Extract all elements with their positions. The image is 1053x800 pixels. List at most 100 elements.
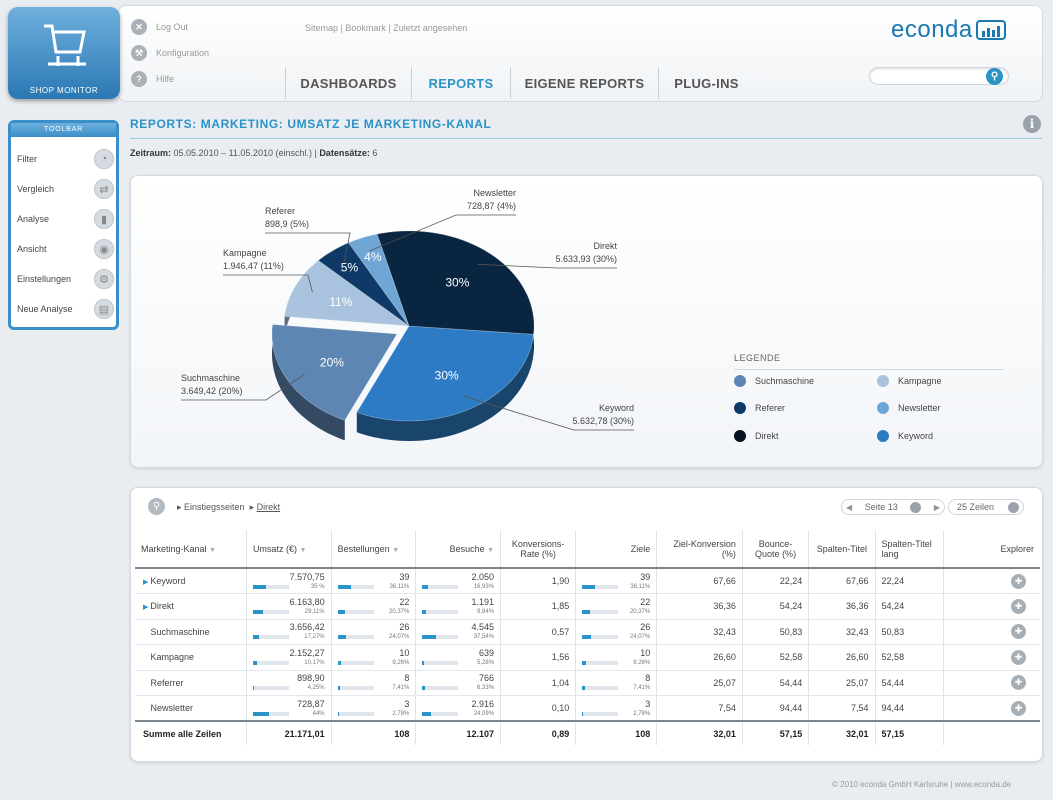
brand-name: econda: [891, 16, 973, 43]
cell-share: 4,25%: [252, 684, 325, 692]
header: [118, 5, 1043, 102]
table-row[interactable]: ▶ Direkt 6.163,80 29,11% 22 20,37% 1.191 …: [135, 593, 1040, 620]
row-konversion: 0,57: [500, 619, 577, 645]
row-explorer: ✚: [943, 695, 1040, 722]
share-percent: 44%: [312, 710, 325, 717]
share-bar: [252, 635, 289, 640]
col-ziele[interactable]: Ziele: [575, 530, 658, 568]
tool-einstellungen[interactable]: Einstellungen ⚙: [17, 267, 119, 291]
top-link-separator: |: [338, 23, 346, 33]
row-kanal[interactable]: ▶ Keyword: [135, 568, 247, 594]
explorer-icon[interactable]: ✚: [1011, 573, 1026, 589]
expand-icon[interactable]: ▶: [143, 604, 149, 612]
total-bounce: 57,15: [742, 720, 810, 745]
col-konversions-rate[interactable]: Konversions-Rate (%): [500, 530, 577, 568]
legend-item: Referer: [734, 402, 785, 414]
prev-page-icon[interactable]: ◀: [846, 502, 853, 512]
pie-slice-direkt: [376, 230, 535, 335]
share-percent: 29,11%: [304, 608, 325, 615]
legend-item: Keyword: [877, 430, 933, 442]
row-bounce: 54,24: [742, 593, 810, 620]
breadcrumb-direkt[interactable]: Direkt: [256, 502, 281, 512]
cell-value: 26: [399, 622, 410, 633]
share-percent: 35 %: [310, 583, 325, 590]
cell-share: 35 %: [252, 583, 325, 591]
tool-label: Neue Analyse: [17, 304, 73, 314]
breadcrumb-einstiegsseiten[interactable]: Einstiegsseiten: [184, 502, 245, 512]
tab-dashboards[interactable]: DASHBOARDS: [285, 67, 411, 99]
share-percent: 24,07%: [629, 634, 651, 641]
tool-label: Filter: [17, 154, 37, 164]
rows-per-page-value: 25 Zeilen: [957, 502, 995, 512]
table-row[interactable]: Suchmaschine 3.656,42 17,27% 26 24,07% 4…: [135, 619, 1040, 645]
row-besuche: 2.916 24,09%: [415, 695, 502, 722]
legend-item: Kampagne: [877, 375, 942, 387]
explorer-icon[interactable]: ✚: [1011, 624, 1026, 640]
explorer-icon[interactable]: ✚: [1011, 700, 1026, 716]
next-page-icon[interactable]: ▶: [933, 502, 940, 512]
legend: LEGENDE Suchmaschine Kampagne Referer Newsl…: [734, 353, 1034, 442]
col-umsatz[interactable]: Umsatz (€) ▼: [246, 530, 332, 568]
col-bestellungen[interactable]: Bestellungen ▼: [331, 530, 417, 568]
page-label: Seite 13: [864, 502, 898, 512]
table-panel: ⚲ ▸ Einstiegsseiten ▸ Direkt ◀ Seite 13 …: [130, 487, 1043, 762]
share-percent: 6,33%: [477, 685, 495, 692]
explorer-icon[interactable]: ✚: [1011, 649, 1026, 665]
tab-reports[interactable]: REPORTS: [411, 67, 510, 99]
callout-value: 898,9 (5%): [265, 219, 309, 229]
help-link[interactable]: ? Hilfe: [131, 70, 174, 88]
pager[interactable]: ◀ Seite 13 ▶: [841, 499, 945, 515]
info-icon[interactable]: i: [1023, 115, 1041, 133]
cell-value: 3.656,42: [289, 622, 325, 633]
tool-label: Analyse: [17, 214, 50, 224]
period-value: 05.05.2010 – 11.05.2010 (einschl.): [173, 148, 312, 158]
compare-icon: ⇄: [94, 179, 114, 199]
rows-per-page-select[interactable]: 25 Zeilen: [948, 499, 1024, 515]
col-besuche[interactable]: Besuche ▼: [415, 530, 502, 568]
explorer-icon[interactable]: ✚: [1011, 598, 1026, 614]
configuration-link[interactable]: ⚒ Konfiguration: [131, 44, 209, 62]
col-ziel-konversion[interactable]: Ziel-Konversion (%): [656, 530, 743, 568]
tool-ansicht[interactable]: Ansicht ◉: [17, 237, 119, 261]
table-row[interactable]: Newsletter 728,87 44% 3 2,78% 2.916 24,0…: [135, 695, 1040, 722]
row-spalten-titel-lang: 94,44: [875, 695, 944, 722]
row-kanal[interactable]: ▶ Direkt: [135, 593, 247, 620]
col-marketing-kanal[interactable]: Marketing-Kanal ▼: [135, 530, 247, 568]
col-spalten-titel[interactable]: Spalten-Titel: [808, 530, 876, 568]
share-bar: [337, 686, 374, 691]
cell-value: 39: [399, 571, 410, 582]
tool-filter[interactable]: Filter ◔: [17, 147, 119, 171]
records-label: Datensätze:: [319, 148, 370, 158]
logout-link[interactable]: ✕ Log Out: [131, 18, 188, 36]
tool-analyse[interactable]: Analyse ▮: [17, 207, 119, 231]
cell-share: 9,26%: [582, 659, 650, 667]
rows-settings-icon[interactable]: [1008, 501, 1019, 513]
page-settings-icon[interactable]: [910, 501, 922, 513]
tool-neue-analyse[interactable]: Neue Analyse ▤: [17, 297, 119, 321]
row-bestellungen: 22 20,37%: [331, 593, 417, 620]
cell-value: 2.152,27: [289, 647, 325, 658]
shop-monitor-logo[interactable]: SHOP MONITOR: [8, 7, 120, 99]
expand-icon[interactable]: ▶: [143, 579, 149, 586]
share-bar: [252, 711, 289, 716]
table-row[interactable]: Referrer 898,90 4,25% 8 7,41% 766 6,33% …: [135, 670, 1040, 696]
col-bounce-quote[interactable]: Bounce-Quote (%): [742, 530, 810, 568]
table-row[interactable]: ▶ Keyword 7.570,75 35 % 39 36,11% 2.050 1…: [135, 568, 1040, 594]
share-percent: 10,17%: [304, 659, 325, 666]
pie-slice-side: [272, 324, 345, 441]
search-icon[interactable]: ⚲: [986, 68, 1003, 85]
tab-eigene-reports[interactable]: EIGENE REPORTS: [510, 67, 658, 99]
new-analysis-icon: ▤: [94, 299, 114, 319]
col-spalten-titel-lang[interactable]: Spalten-Titel lang: [875, 530, 944, 568]
tool-vergleich[interactable]: Vergleich ⇄: [17, 177, 119, 201]
sitemap-link[interactable]: Sitemap: [305, 23, 339, 33]
tab-plug-ins[interactable]: PLUG-INS: [658, 67, 754, 99]
bookmark-link[interactable]: Bookmark: [345, 23, 386, 33]
share-bar: [337, 660, 374, 665]
row-explorer: ✚: [943, 568, 1040, 594]
search-input[interactable]: [869, 67, 1009, 85]
table-row[interactable]: Kampagne 2.152,27 10,17% 10 9,26% 639 5,…: [135, 644, 1040, 671]
search-icon[interactable]: ⚲: [148, 498, 165, 515]
explorer-icon[interactable]: ✚: [1011, 675, 1026, 691]
recent-link[interactable]: Zuletzt angesehen: [393, 23, 468, 33]
